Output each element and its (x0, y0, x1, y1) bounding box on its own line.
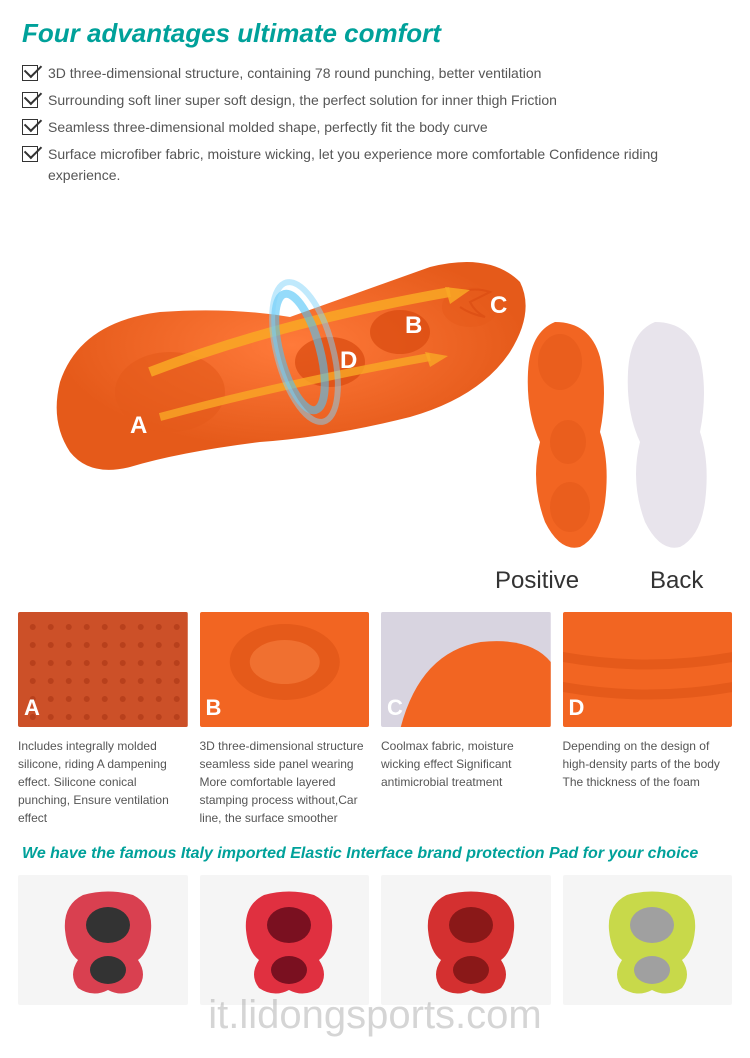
main-pad-illustration: ADBC Positive Back (0, 202, 750, 612)
feature-card: C Coolmax fabric, moisture wicking effect… (381, 612, 551, 827)
pad-main-svg (30, 222, 530, 502)
bullet-item: Seamless three-dimensional molded shape,… (22, 117, 728, 138)
bullet-item: 3D three-dimensional structure, containi… (22, 63, 728, 84)
bullet-text: 3D three-dimensional structure, containi… (48, 63, 541, 84)
subtitle: We have the famous Italy imported Elasti… (0, 827, 750, 875)
pad-zone-label-d: D (340, 347, 357, 375)
back-label: Back (650, 567, 703, 595)
check-icon (22, 65, 38, 81)
feature-text: 3D three-dimensional structure seamless … (200, 737, 370, 827)
feature-badge: D (569, 695, 585, 721)
feature-image: B (200, 612, 370, 727)
bullet-item: Surface microfiber fabric, moisture wick… (22, 144, 728, 186)
pad-zone-label-b: B (405, 312, 422, 340)
feature-text: Includes integrally molded silicone, rid… (18, 737, 188, 827)
features-row: A Includes integrally molded silicone, ri… (0, 612, 750, 827)
side-pads: Positive Back (500, 302, 720, 602)
feature-text: Depending on the design of high-density … (563, 737, 733, 791)
pad-options-row (0, 875, 750, 1005)
feature-card: B 3D three-dimensional structure seamless… (200, 612, 370, 827)
feature-card: D Depending on the design of high-density… (563, 612, 733, 827)
page-title: Four advantages ultimate comfort (22, 18, 728, 49)
check-icon (22, 119, 38, 135)
bullet-item: Surrounding soft liner super soft design… (22, 90, 728, 111)
pad-zone-label-a: A (130, 412, 147, 440)
feature-badge: C (387, 695, 403, 721)
check-icon (22, 146, 38, 162)
feature-badge: B (206, 695, 222, 721)
feature-image: A (18, 612, 188, 727)
bullet-text: Surface microfiber fabric, moisture wick… (48, 144, 728, 186)
feature-image: D (563, 612, 733, 727)
pad-option (18, 875, 188, 1005)
feature-image: C (381, 612, 551, 727)
bullet-text: Surrounding soft liner super soft design… (48, 90, 557, 111)
feature-text: Coolmax fabric, moisture wicking effect … (381, 737, 551, 791)
bullet-list: 3D three-dimensional structure, containi… (22, 63, 728, 186)
pad-option (563, 875, 733, 1005)
pad-option (381, 875, 551, 1005)
bullet-text: Seamless three-dimensional molded shape,… (48, 117, 488, 138)
feature-card: A Includes integrally molded silicone, ri… (18, 612, 188, 827)
positive-label: Positive (495, 567, 579, 595)
feature-badge: A (24, 695, 40, 721)
pad-option (200, 875, 370, 1005)
check-icon (22, 92, 38, 108)
